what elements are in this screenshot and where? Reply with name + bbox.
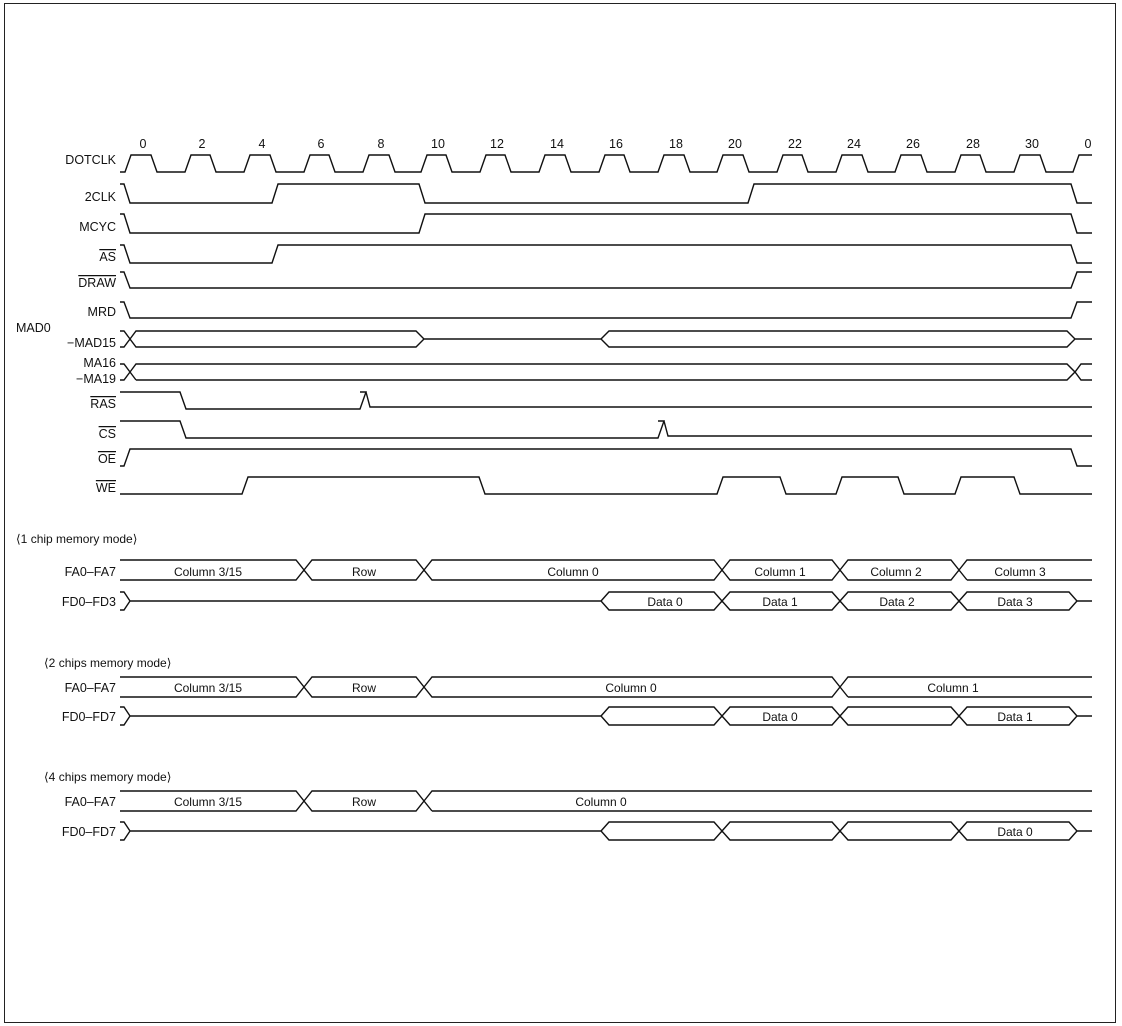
fd-segment: Data 1 [762, 595, 798, 609]
fa-bus-waveform [120, 559, 1092, 581]
signal-label-draw: DRAW [78, 276, 116, 290]
fa-segment: Column 3 [994, 565, 1046, 579]
mode-2-chips: ⟨2 chips memory mode⟩ FA0–FA7 Column 3/1… [44, 656, 1092, 726]
fa-segment: Column 2 [870, 565, 922, 579]
oe-waveform [120, 448, 1092, 467]
fd-segment: Data 0 [762, 710, 798, 724]
signal-label-ma19: −MA19 [76, 372, 116, 386]
fa-segment: Column 3/15 [174, 565, 242, 579]
mrd-waveform [120, 301, 1092, 319]
fd-label: FD0–FD7 [62, 710, 116, 724]
dotclk-waveform [120, 154, 1092, 173]
dotclk-tick-labels: 0 2 4 6 8 10 12 14 16 18 20 22 24 26 28 … [140, 137, 1092, 151]
tick-label: 2 [199, 137, 206, 151]
fd-bus-waveform [120, 591, 1092, 611]
mad-bus-waveform [120, 330, 1092, 348]
tick-label: 22 [788, 137, 802, 151]
fa-label: FA0–FA7 [65, 681, 116, 695]
tick-label: 0 [1085, 137, 1092, 151]
fa-segment: Column 0 [547, 565, 599, 579]
signal-label-mrd: MRD [88, 305, 116, 319]
ras-waveform [120, 391, 1092, 410]
diagram-frame [4, 3, 1116, 1023]
mode-header: ⟨2 chips memory mode⟩ [44, 656, 171, 670]
signal-label-oe: OE [98, 452, 116, 466]
signal-labels: DOTCLK 2CLK MCYC AS DRAW MRD MAD0 −MAD15… [16, 153, 117, 495]
fd-segment: Data 0 [997, 825, 1033, 839]
signal-label-mad0: MAD0 [16, 321, 51, 335]
mcyc-waveform [120, 213, 1092, 234]
fd-label: FD0–FD7 [62, 825, 116, 839]
mode-4-chips: ⟨4 chips memory mode⟩ FA0–FA7 Column 3/1… [44, 770, 1092, 841]
cs-waveform [120, 420, 1092, 439]
fa-segment: Column 3/15 [174, 795, 242, 809]
fa-segment: Row [352, 795, 376, 809]
mode-header: ⟨1 chip memory mode⟩ [16, 532, 137, 546]
tick-label: 30 [1025, 137, 1039, 151]
tick-label: 6 [318, 137, 325, 151]
tick-label: 20 [728, 137, 742, 151]
tick-label: 10 [431, 137, 445, 151]
draw-waveform [120, 271, 1092, 289]
2clk-waveform [120, 183, 1092, 204]
fa-label: FA0–FA7 [65, 565, 116, 579]
fd-bus-waveform [120, 821, 1092, 841]
we-waveform [120, 476, 1092, 495]
ma-bus-waveform [120, 363, 1092, 381]
signal-label-2clk: 2CLK [85, 190, 117, 204]
tick-label: 18 [669, 137, 683, 151]
fd-segment: Data 2 [879, 595, 915, 609]
mode-1-chip: ⟨1 chip memory mode⟩ FA0–FA7 Column 3/15… [16, 532, 1092, 611]
waveforms [120, 154, 1092, 495]
as-waveform [120, 244, 1092, 264]
tick-label: 0 [140, 137, 147, 151]
fa-segment: Row [352, 565, 376, 579]
fd-segment: Data 0 [647, 595, 683, 609]
signal-label-mcyc: MCYC [79, 220, 116, 234]
fd-segment: Data 3 [997, 595, 1033, 609]
signal-label-mad15: −MAD15 [67, 336, 116, 350]
tick-label: 28 [966, 137, 980, 151]
tick-label: 4 [259, 137, 266, 151]
signal-label-ma16: MA16 [83, 356, 116, 370]
fd-label: FD0–FD3 [62, 595, 116, 609]
signal-label-we: WE [96, 481, 116, 495]
fa-segment: Column 0 [575, 795, 627, 809]
tick-label: 16 [609, 137, 623, 151]
fa-segment: Column 1 [754, 565, 806, 579]
fa-bus-waveform [120, 790, 1092, 812]
tick-label: 12 [490, 137, 504, 151]
fa-segment: Row [352, 681, 376, 695]
fa-bus-waveform [120, 676, 1092, 698]
fd-segment: Data 1 [997, 710, 1033, 724]
signal-label-ras: RAS [90, 397, 116, 411]
fa-label: FA0–FA7 [65, 795, 116, 809]
mode-header: ⟨4 chips memory mode⟩ [44, 770, 171, 784]
signal-label-as: AS [99, 250, 116, 264]
fa-segment: Column 1 [927, 681, 979, 695]
tick-label: 8 [378, 137, 385, 151]
signal-label-cs: CS [99, 427, 116, 441]
tick-label: 26 [906, 137, 920, 151]
fa-segment: Column 0 [605, 681, 657, 695]
fa-segment: Column 3/15 [174, 681, 242, 695]
signal-label-dotclk: DOTCLK [65, 153, 116, 167]
fd-bus-waveform [120, 706, 1092, 726]
tick-label: 24 [847, 137, 861, 151]
tick-label: 14 [550, 137, 564, 151]
